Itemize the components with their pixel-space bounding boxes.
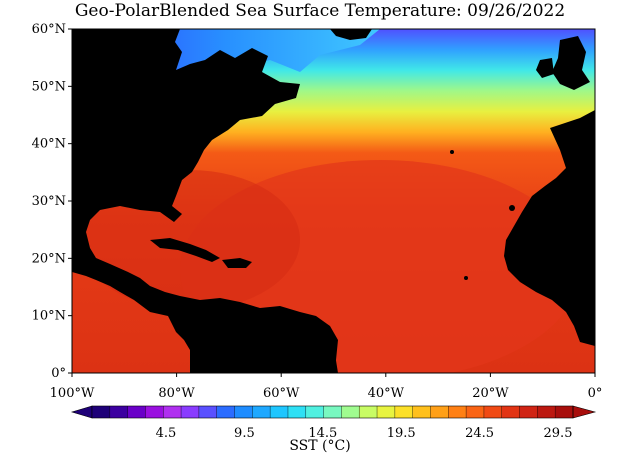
- lat-tick-label: 50°N: [32, 79, 66, 94]
- colorbar-tick-label: 14.5: [308, 426, 337, 441]
- colorbar-segment: [127, 406, 146, 418]
- colorbar-min-arrow: [70, 405, 93, 419]
- colorbar-segment: [501, 406, 521, 418]
- colorbar-segment: [466, 406, 485, 418]
- lon-tick-label: 60°W: [263, 386, 300, 401]
- lon-tick-label: 80°W: [158, 386, 195, 401]
- colorbar-ticks: 4.5 9.5 14.5 19.5 24.5 29.5: [156, 426, 573, 441]
- land-greenland: [330, 29, 372, 40]
- colorbar-segment: [377, 406, 396, 418]
- colorbar-segment: [448, 406, 467, 418]
- colorbar-frame: [91, 405, 574, 419]
- land-south-america: [190, 306, 338, 373]
- colorbar-tick-label: 4.5: [156, 426, 177, 441]
- colorbar-segment: [483, 406, 503, 418]
- land-cuba: [150, 238, 220, 262]
- lon-tick-label: 0°: [588, 386, 603, 401]
- colorbar-max-arrow: [572, 405, 597, 419]
- colorbar-segment: [519, 406, 538, 418]
- land-europe-africa: [504, 110, 595, 346]
- lon-tick-label: 40°W: [368, 386, 405, 401]
- land-north-america: [72, 29, 338, 373]
- colorbar-segment: [430, 406, 449, 418]
- colorbar-segment: [270, 406, 289, 418]
- lat-tick-label: 0°: [51, 366, 66, 381]
- longitude-axis: 100°W 80°W 60°W 40°W 20°W 0°: [50, 373, 603, 401]
- lon-tick-label: 100°W: [50, 386, 95, 401]
- latitude-axis: 60°N 50°N 40°N 30°N 20°N 10°N 0°: [32, 22, 72, 381]
- lon-tick-label: 20°W: [472, 386, 509, 401]
- land-hispaniola: [222, 258, 252, 268]
- colorbar-segment: [92, 406, 111, 418]
- colorbar-segment: [181, 406, 200, 418]
- colorbar-segment: [234, 406, 253, 418]
- colorbar-label: SST (°C): [289, 438, 351, 454]
- colorbar-segment: [305, 406, 325, 418]
- colorbar-segment: [198, 406, 218, 418]
- colorbar-segment: [341, 406, 360, 418]
- land-british-isles: [552, 36, 590, 90]
- colorbar-segment: [359, 406, 378, 418]
- colorbar-segment: [109, 406, 129, 418]
- land-azores: [450, 150, 454, 154]
- colorbar-segment: [537, 406, 556, 418]
- land-canaries: [509, 205, 515, 211]
- colorbar-segment: [163, 406, 182, 418]
- land-ireland: [536, 58, 554, 78]
- colorbar-segment: [394, 406, 414, 418]
- colorbar-tick-label: 24.5: [465, 426, 494, 441]
- colorbar: [70, 405, 597, 419]
- colorbar-segment: [323, 406, 342, 418]
- colorbar-segment: [145, 406, 164, 418]
- map-title: Geo-PolarBlended Sea Surface Temperature…: [74, 1, 566, 21]
- colorbar-tick-label: 29.5: [544, 426, 573, 441]
- lat-tick-label: 20°N: [32, 251, 66, 266]
- map-area: [72, 29, 595, 373]
- lat-tick-label: 60°N: [32, 22, 66, 37]
- lat-tick-label: 30°N: [32, 194, 66, 209]
- colorbar-segment: [216, 406, 236, 418]
- colorbar-segment: [252, 406, 271, 418]
- colorbar-segment: [287, 406, 307, 418]
- colorbar-tick-label: 9.5: [234, 426, 255, 441]
- lat-tick-label: 10°N: [32, 309, 66, 324]
- colorbar-tick-label: 19.5: [387, 426, 416, 441]
- land-cape-verde: [464, 276, 468, 280]
- colorbar-segment: [412, 406, 431, 418]
- colorbar-segment: [555, 406, 574, 418]
- lat-tick-label: 40°N: [32, 137, 66, 152]
